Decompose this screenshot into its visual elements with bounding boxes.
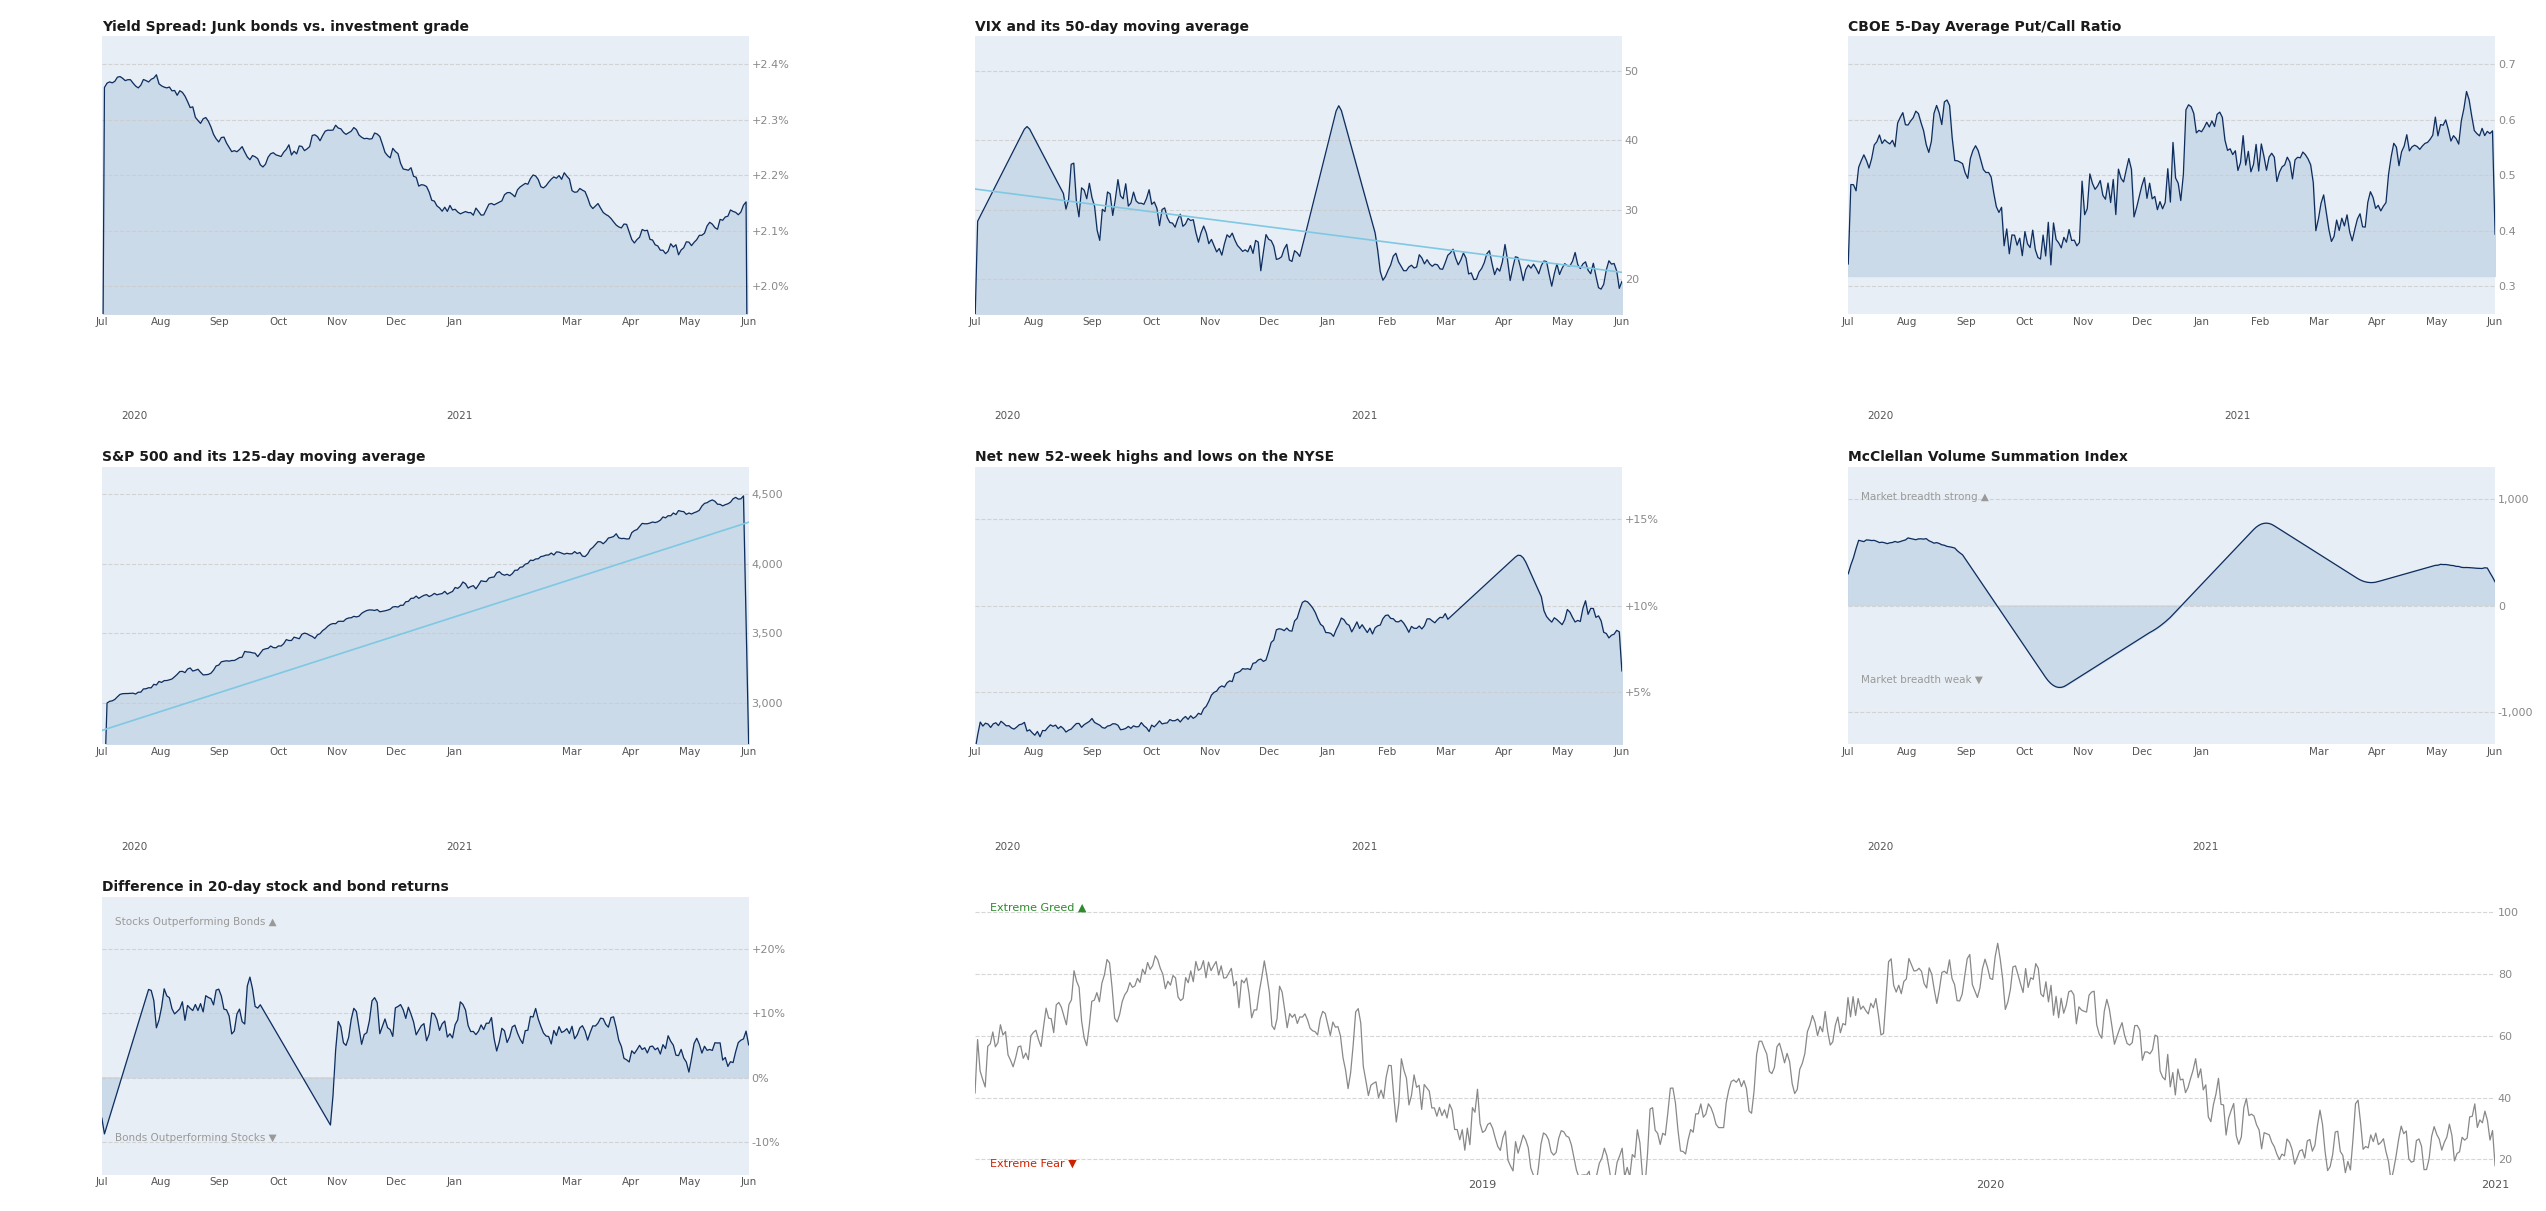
Text: CBOE 5-Day Average Put/Call Ratio: CBOE 5-Day Average Put/Call Ratio: [1848, 19, 2121, 34]
Text: 2020: 2020: [995, 842, 1021, 851]
Text: 2020: 2020: [122, 842, 148, 851]
Text: VIX and its 50-day moving average: VIX and its 50-day moving average: [975, 19, 1250, 34]
Text: 2020: 2020: [1869, 842, 1894, 851]
Text: Stocks Outperforming Bonds ▲: Stocks Outperforming Bonds ▲: [115, 917, 278, 926]
Text: McClellan Volume Summation Index: McClellan Volume Summation Index: [1848, 450, 2128, 464]
Text: 2021: 2021: [446, 842, 471, 851]
Text: 2020: 2020: [995, 412, 1021, 421]
Text: 2021: 2021: [1352, 842, 1377, 851]
Text: 2021: 2021: [1352, 412, 1377, 421]
Text: S&P 500 and its 125-day moving average: S&P 500 and its 125-day moving average: [102, 450, 425, 464]
Text: Difference in 20-day stock and bond returns: Difference in 20-day stock and bond retu…: [102, 880, 448, 895]
Text: Extreme Fear ▼: Extreme Fear ▼: [990, 1159, 1077, 1169]
Text: 2021: 2021: [446, 412, 471, 421]
Text: 2020: 2020: [122, 412, 148, 421]
Text: 2020: 2020: [1869, 412, 1894, 421]
Text: Net new 52-week highs and lows on the NYSE: Net new 52-week highs and lows on the NY…: [975, 450, 1334, 464]
Text: Extreme Greed ▲: Extreme Greed ▲: [990, 903, 1087, 913]
Text: Yield Spread: Junk bonds vs. investment grade: Yield Spread: Junk bonds vs. investment …: [102, 19, 468, 34]
Text: 2021: 2021: [2225, 412, 2251, 421]
Text: 2021: 2021: [2192, 842, 2218, 851]
Text: Market breadth strong ▲: Market breadth strong ▲: [1861, 492, 1988, 503]
Text: Bonds Outperforming Stocks ▼: Bonds Outperforming Stocks ▼: [115, 1133, 278, 1143]
Text: Market breadth weak ▼: Market breadth weak ▼: [1861, 676, 1983, 685]
